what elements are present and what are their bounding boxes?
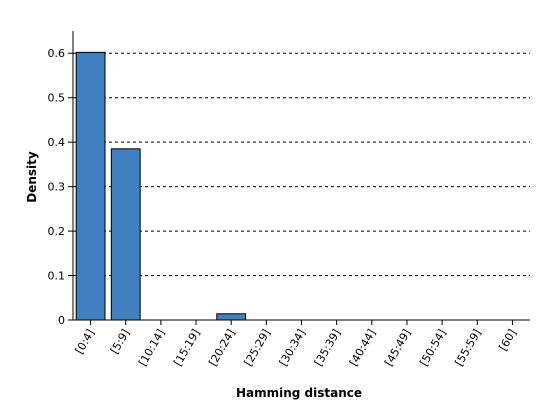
y-tick-label: 0.4 [48,136,66,149]
x-tick-labels: [0:4] [5:9] [10:14] [15:19] [20:24] [25:29] [3… [73,327,519,368]
axes [68,31,530,325]
x-tick-label: [45:49] [382,327,413,368]
bar [110,148,141,321]
x-axis-title: Hamming distance [236,386,362,400]
x-tick-label: [5:9] [108,327,132,356]
x-tick-label: [0:4] [73,327,97,356]
x-tick-label: [50:54] [417,327,448,368]
y-tick-label: 0.2 [48,225,66,238]
x-tick-label: [35:39] [312,327,343,368]
y-tick-label: 0.5 [48,92,66,105]
y-tick-label: 0.3 [48,181,66,194]
y-axis-title: Density [25,151,39,203]
x-tick-label: [20:24] [206,327,237,368]
x-tick-label: [60] [496,327,519,353]
y-tick-labels: 0 0.1 0.2 0.3 0.4 0.5 0.6 [48,47,66,327]
x-tick-label: [25:29] [242,327,273,368]
y-tick-label: 0.6 [48,47,66,60]
gridlines [73,52,530,277]
bar [75,51,106,321]
x-tick-label: [10:14] [136,327,167,368]
bar [216,313,247,321]
x-tick-label: [30:34] [277,327,308,368]
y-tick-label: 0.1 [48,270,66,283]
x-tick-label: [55:59] [452,327,483,368]
x-tick-label: [40:44] [347,327,378,368]
y-tick-label: 0 [58,314,65,327]
bars [75,51,247,321]
x-tick-label: [15:19] [171,327,202,368]
